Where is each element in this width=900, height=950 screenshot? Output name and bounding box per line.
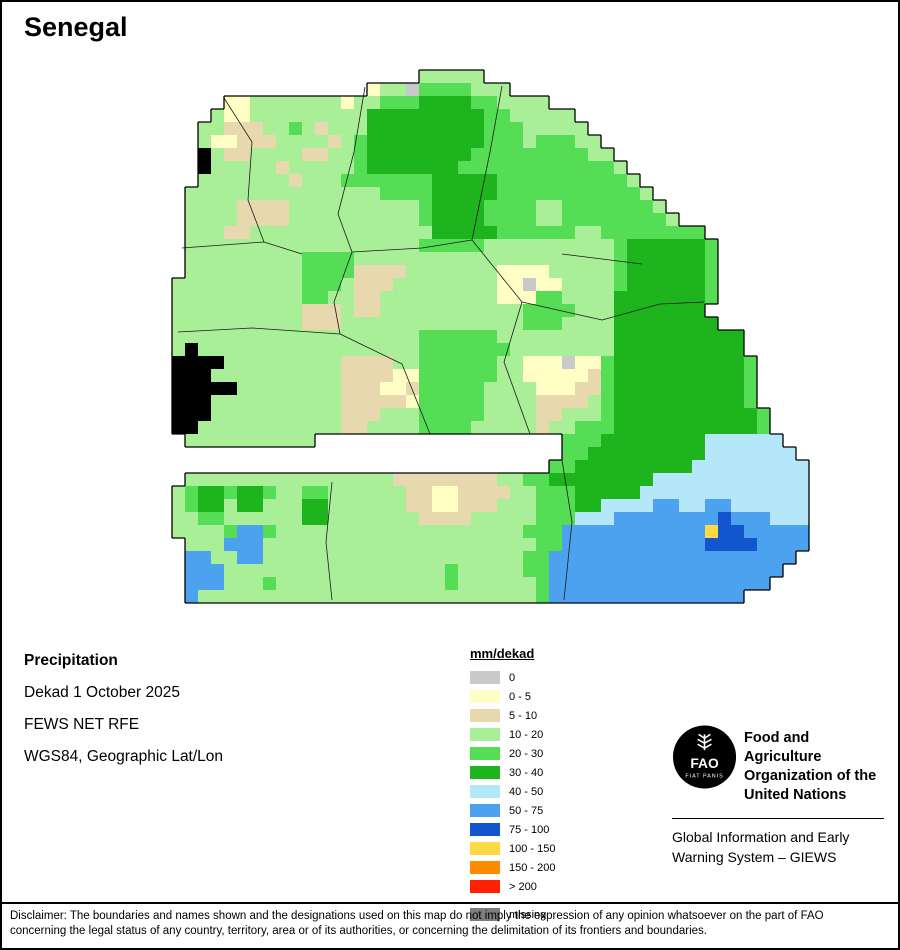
legend-item-label: 5 - 10	[509, 709, 538, 722]
legend-swatch	[470, 908, 500, 921]
org-line: Food and Agriculture	[744, 730, 822, 765]
legend-item: 100 - 150	[470, 839, 555, 858]
dekad-label: Dekad 1 October 2025	[24, 684, 180, 701]
legend-item: 40 - 50	[470, 782, 555, 801]
giews-line: Global Information and Early	[672, 829, 850, 845]
legend-item: 0 - 5	[470, 687, 555, 706]
legend-swatch	[470, 804, 500, 817]
map-canvas	[171, 69, 810, 604]
disclaimer: Disclaimer: The boundaries and names sho…	[2, 902, 898, 948]
legend-swatch	[470, 766, 500, 779]
legend-item-label: 10 - 20	[509, 728, 544, 741]
legend-item: 30 - 40	[470, 763, 555, 782]
legend-item-label: 0 - 5	[509, 690, 532, 703]
legend-title: mm/dekad	[470, 646, 535, 661]
legend-item: 20 - 30	[470, 744, 555, 763]
wheat-icon	[697, 733, 712, 751]
legend-item-label: 30 - 40	[509, 766, 544, 779]
country-outline	[171, 69, 810, 604]
fao-org-name: Food and Agriculture Organization of the…	[744, 724, 888, 805]
giews-line: Warning System – GIEWS	[672, 849, 837, 865]
giews-label: Global Information and Early Warning Sys…	[672, 827, 888, 867]
admin-boundaries	[177, 85, 705, 601]
legend-item-label: 0	[509, 671, 516, 684]
disclaimer-line: Disclaimer: The boundaries and names sho…	[10, 910, 824, 922]
map-info: Precipitation Dekad 1 October 2025 FEWS …	[24, 652, 223, 766]
legend-item-label: missing	[509, 908, 547, 921]
footer-divider	[672, 818, 884, 819]
legend-swatch	[470, 861, 500, 874]
org-line: Organization of the	[744, 768, 877, 784]
legend-item: 5 - 10	[470, 706, 555, 725]
legend-item: 75 - 100	[470, 820, 555, 839]
legend-item: 0	[470, 668, 555, 687]
legend-item-label: 50 - 75	[509, 804, 544, 817]
legend-swatch	[470, 823, 500, 836]
legend-item-label: 100 - 150	[509, 842, 556, 855]
legend-item: 50 - 75	[470, 801, 555, 820]
fao-motto: FIAT PANIS	[685, 774, 723, 780]
precipitation-label: Precipitation	[24, 652, 118, 669]
legend-item-label: 40 - 50	[509, 785, 544, 798]
legend-swatch	[470, 747, 500, 760]
legend-item: 10 - 20	[470, 725, 555, 744]
fao-logo: FAO FIAT PANIS	[672, 725, 737, 789]
projection-label: WGS84, Geographic Lat/Lon	[24, 748, 224, 765]
legend-item: missing	[470, 905, 555, 924]
org-line: United Nations	[744, 787, 847, 803]
legend-item: > 200	[470, 877, 555, 896]
legend-swatch	[470, 728, 500, 741]
fao-block: FAO FIAT PANIS Food and Agriculture Orga…	[672, 724, 888, 867]
source-label: FEWS NET RFE	[24, 716, 140, 733]
legend-item-label: > 200	[509, 880, 537, 893]
fao-acronym: FAO	[690, 756, 719, 771]
legend-swatch	[470, 671, 500, 684]
legend-item-label: 75 - 100	[509, 823, 550, 836]
disclaimer-line: concerning the legal status of any count…	[10, 925, 707, 937]
legend-item-label: 20 - 30	[509, 747, 544, 760]
raster-cells	[172, 70, 809, 603]
page-title: Senegal	[24, 12, 128, 42]
legend-items: 0 0 - 5 5 - 10 10 - 20 20 - 30 30 - 40 40 - 50…	[470, 668, 555, 924]
legend-swatch	[470, 785, 500, 798]
legend-swatch	[470, 842, 500, 855]
legend-item-label: 150 - 200	[509, 861, 556, 874]
legend: mm/dekad 0 0 - 5 5 - 10 10 - 20 20 - 30 30 - …	[470, 646, 555, 924]
legend-swatch	[470, 880, 500, 893]
legend-item: 150 - 200	[470, 858, 555, 877]
legend-swatch	[470, 690, 500, 703]
legend-swatch	[470, 709, 500, 722]
